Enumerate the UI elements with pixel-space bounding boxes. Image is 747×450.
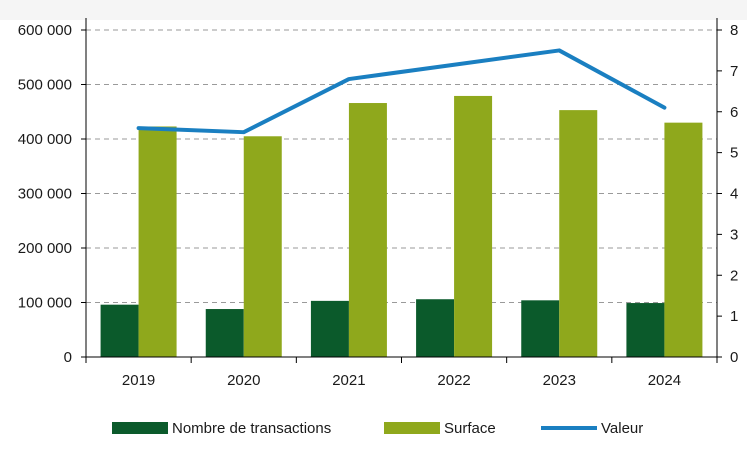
x-tick-label: 2023	[543, 372, 576, 389]
bar-transactions	[310, 300, 349, 357]
x-tick-label: 2024	[648, 372, 681, 389]
y-left-tick-label: 0	[64, 349, 72, 366]
top-band	[0, 0, 747, 20]
line-valeur	[136, 48, 667, 135]
bar-surface	[243, 136, 282, 357]
x-tick-label: 2020	[227, 372, 260, 389]
y-left-tick-label: 200 000	[18, 240, 72, 257]
bar-surface	[348, 103, 387, 357]
y-left-tick-label: 100 000	[18, 295, 72, 312]
y-right-tick-label: 2	[730, 267, 738, 284]
y-right-tick-label: 1	[730, 308, 738, 325]
bar-surface	[559, 110, 598, 358]
legend-label: Nombre de transactions	[172, 420, 331, 437]
x-tick-label: 2021	[332, 372, 365, 389]
bar-surface	[138, 126, 177, 357]
legend-label: Valeur	[601, 420, 643, 437]
y-right-tick-label: 0	[730, 349, 738, 366]
y-right-tick-label: 3	[730, 226, 738, 243]
legend-swatch-transactions	[112, 422, 168, 434]
y-right-tick-label: 6	[730, 104, 738, 121]
bar-transactions	[100, 304, 139, 357]
bar-transactions	[626, 303, 665, 357]
x-tick-label: 2022	[437, 372, 470, 389]
bar-transactions	[416, 299, 455, 357]
bar-surface	[664, 122, 703, 358]
y-left-tick-label: 500 000	[18, 77, 72, 94]
bar-transactions	[205, 309, 244, 357]
y-right-tick-label: 5	[730, 145, 738, 162]
legend-label: Surface	[444, 420, 496, 437]
x-tick-label: 2019	[122, 372, 155, 389]
y-right-tick-label: 4	[730, 186, 738, 203]
legend-swatch-surface	[384, 422, 440, 434]
y-left-tick-label: 600 000	[18, 22, 72, 39]
y-left-tick-label: 400 000	[18, 131, 72, 148]
y-right-tick-label: 8	[730, 22, 738, 39]
y-right-tick-label: 7	[730, 63, 738, 80]
bar-transactions	[521, 300, 560, 357]
y-left-tick-label: 300 000	[18, 186, 72, 203]
bar-surface	[454, 95, 493, 357]
